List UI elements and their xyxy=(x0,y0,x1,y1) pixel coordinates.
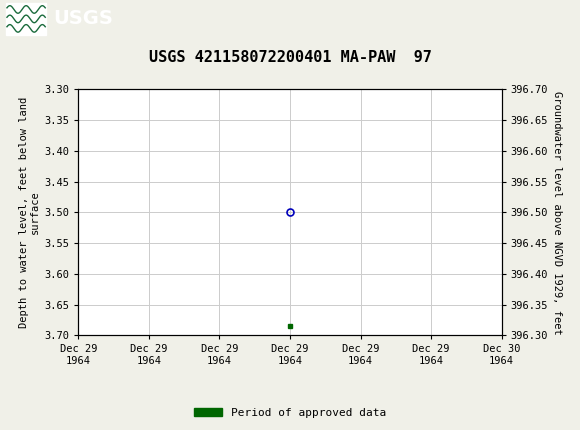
FancyBboxPatch shape xyxy=(6,3,46,35)
Y-axis label: Depth to water level, feet below land
surface: Depth to water level, feet below land su… xyxy=(19,97,40,328)
Y-axis label: Groundwater level above NGVD 1929, feet: Groundwater level above NGVD 1929, feet xyxy=(552,91,563,334)
Text: USGS: USGS xyxy=(53,9,113,28)
Legend: Period of approved data: Period of approved data xyxy=(190,403,390,422)
Text: USGS 421158072200401 MA-PAW  97: USGS 421158072200401 MA-PAW 97 xyxy=(148,50,432,64)
